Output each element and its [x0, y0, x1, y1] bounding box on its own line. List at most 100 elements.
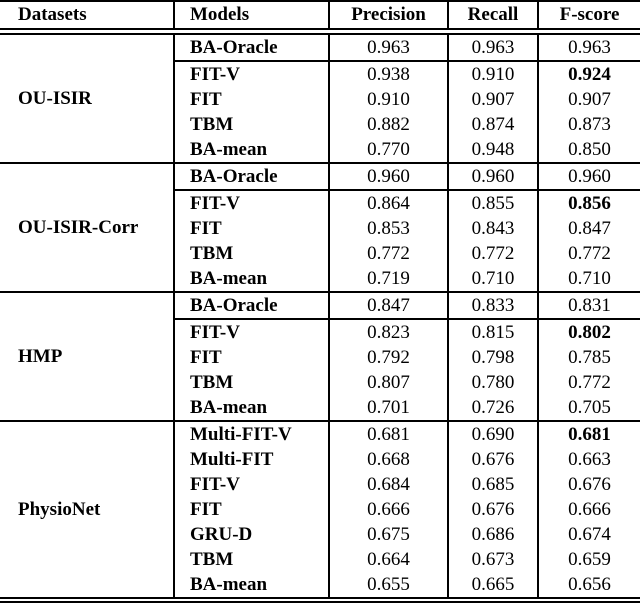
model-name-cell: FIT — [190, 88, 222, 110]
oracle-separator-rule — [175, 60, 640, 62]
table-row: TBM 0.664 0.673 0.659 — [175, 547, 640, 572]
precision-value-cell: 0.675 — [328, 522, 447, 547]
col-header-models: Models — [190, 4, 250, 25]
fscore-value-cell: 0.907 — [537, 87, 640, 112]
model-rows-column: BA-Oracle 0.847 0.833 0.831 FIT-V 0.823 0.815 0… — [175, 293, 640, 420]
precision-value-cell: 0.910 — [328, 87, 447, 112]
model-name-cell: GRU-D — [190, 523, 253, 545]
precision-value-cell: 0.655 — [328, 572, 447, 597]
fscore-value-cell: 0.785 — [537, 345, 640, 370]
model-name-cell: BA-Oracle — [190, 36, 278, 58]
precision-value-cell: 0.668 — [328, 447, 447, 472]
table-row: FIT-V 0.938 0.910 0.924 — [175, 62, 640, 87]
fscore-value-cell: 0.772 — [537, 241, 640, 266]
recall-value-cell: 0.710 — [447, 266, 537, 291]
precision-value-cell: 0.770 — [328, 137, 447, 162]
col-header-recall: Recall — [447, 2, 537, 28]
recall-value-cell: 0.855 — [447, 191, 537, 216]
recall-value-cell: 0.772 — [447, 241, 537, 266]
dataset-label: OU-ISIR — [0, 35, 175, 162]
table-row: FIT 0.666 0.676 0.666 — [175, 497, 640, 522]
fscore-value-cell: 0.772 — [537, 370, 640, 395]
model-name-cell: FIT-V — [190, 473, 240, 495]
model-name-cell: TBM — [190, 242, 234, 264]
dataset-group-hmp: HMP BA-Oracle 0.847 0.833 0.831 FIT-V 0.823 0.8… — [0, 293, 640, 420]
table-row: TBM 0.882 0.874 0.873 — [175, 112, 640, 137]
precision-value-cell: 0.666 — [328, 497, 447, 522]
fscore-value-cell: 0.847 — [537, 216, 640, 241]
precision-value-cell: 0.823 — [328, 320, 447, 345]
recall-value-cell: 0.673 — [447, 547, 537, 572]
table-row: FIT 0.792 0.798 0.785 — [175, 345, 640, 370]
recall-value-cell: 0.907 — [447, 87, 537, 112]
recall-value-cell: 0.833 — [447, 293, 537, 318]
bottom-rule-thick — [0, 597, 640, 599]
fscore-value-cell: 0.676 — [537, 472, 640, 497]
model-name-cell: Multi-FIT-V — [190, 423, 292, 445]
col-header-precision: Precision — [328, 2, 447, 28]
recall-value-cell: 0.874 — [447, 112, 537, 137]
table-row: BA-Oracle 0.963 0.963 0.963 — [175, 35, 640, 60]
model-name-cell: BA-mean — [190, 396, 268, 418]
model-name-cell: FIT — [190, 217, 222, 239]
model-rows-column: BA-Oracle 0.960 0.960 0.960 FIT-V 0.864 0.855 0… — [175, 164, 640, 291]
fscore-value-cell: 0.802 — [537, 320, 640, 345]
model-rows-column: BA-Oracle 0.963 0.963 0.963 FIT-V 0.938 0.910 0… — [175, 35, 640, 162]
table-row: GRU-D 0.675 0.686 0.674 — [175, 522, 640, 547]
fscore-value-cell: 0.710 — [537, 266, 640, 291]
table-row: BA-mean 0.719 0.710 0.710 — [175, 266, 640, 291]
table-body: OU-ISIR BA-Oracle 0.963 0.963 0.963 FIT-V 0.93… — [0, 35, 640, 597]
fscore-value-cell: 0.963 — [537, 35, 640, 60]
recall-value-cell: 0.815 — [447, 320, 537, 345]
model-name-cell: Multi-FIT — [190, 448, 274, 470]
precision-value-cell: 0.792 — [328, 345, 447, 370]
fscore-value-cell: 0.873 — [537, 112, 640, 137]
table-row: BA-mean 0.770 0.948 0.850 — [175, 137, 640, 162]
recall-value-cell: 0.843 — [447, 216, 537, 241]
recall-value-cell: 0.960 — [447, 164, 537, 189]
model-name-cell: BA-mean — [190, 573, 268, 595]
precision-value-cell: 0.681 — [328, 422, 447, 447]
fscore-value-cell: 0.960 — [537, 164, 640, 189]
fscore-value-cell: 0.659 — [537, 547, 640, 572]
precision-value-cell: 0.864 — [328, 191, 447, 216]
recall-value-cell: 0.963 — [447, 35, 537, 60]
model-name-cell: BA-mean — [190, 267, 268, 289]
precision-value-cell: 0.963 — [328, 35, 447, 60]
precision-value-cell: 0.701 — [328, 395, 447, 420]
fscore-value-cell: 0.656 — [537, 572, 640, 597]
table-row: Multi-FIT 0.668 0.676 0.663 — [175, 447, 640, 472]
table-row: FIT 0.910 0.907 0.907 — [175, 87, 640, 112]
fscore-value-cell: 0.663 — [537, 447, 640, 472]
recall-value-cell: 0.780 — [447, 370, 537, 395]
recall-value-cell: 0.685 — [447, 472, 537, 497]
model-name-cell: FIT — [190, 498, 222, 520]
bottom-rule-thin — [0, 601, 640, 603]
model-name-cell: BA-mean — [190, 138, 268, 160]
table-row: BA-mean 0.655 0.665 0.656 — [175, 572, 640, 597]
table-row: FIT 0.853 0.843 0.847 — [175, 216, 640, 241]
table-row: FIT-V 0.823 0.815 0.802 — [175, 320, 640, 345]
group-separator-rule — [0, 162, 640, 164]
table-row: TBM 0.807 0.780 0.772 — [175, 370, 640, 395]
table-row: BA-Oracle 0.847 0.833 0.831 — [175, 293, 640, 318]
dataset-group-ou-isir-corr: OU-ISIR-Corr BA-Oracle 0.960 0.960 0.960 FIT-… — [0, 164, 640, 291]
precision-value-cell: 0.664 — [328, 547, 447, 572]
header-double-rule — [0, 28, 640, 35]
recall-value-cell: 0.948 — [447, 137, 537, 162]
bottom-double-rule — [0, 597, 640, 603]
dataset-group-physionet: PhysioNet Multi-FIT-V 0.681 0.690 0.681 Multi… — [0, 422, 640, 597]
precision-value-cell: 0.960 — [328, 164, 447, 189]
fscore-value-cell: 0.831 — [537, 293, 640, 318]
fscore-value-cell: 0.924 — [537, 62, 640, 87]
model-name-cell: FIT-V — [190, 192, 240, 214]
recall-value-cell: 0.690 — [447, 422, 537, 447]
fscore-value-cell: 0.674 — [537, 522, 640, 547]
col-header-datasets: Datasets — [0, 2, 175, 28]
col-header-fscore: F-score — [537, 2, 640, 28]
recall-value-cell: 0.676 — [447, 447, 537, 472]
fscore-value-cell: 0.850 — [537, 137, 640, 162]
recall-value-cell: 0.686 — [447, 522, 537, 547]
model-name-cell: FIT-V — [190, 63, 240, 85]
